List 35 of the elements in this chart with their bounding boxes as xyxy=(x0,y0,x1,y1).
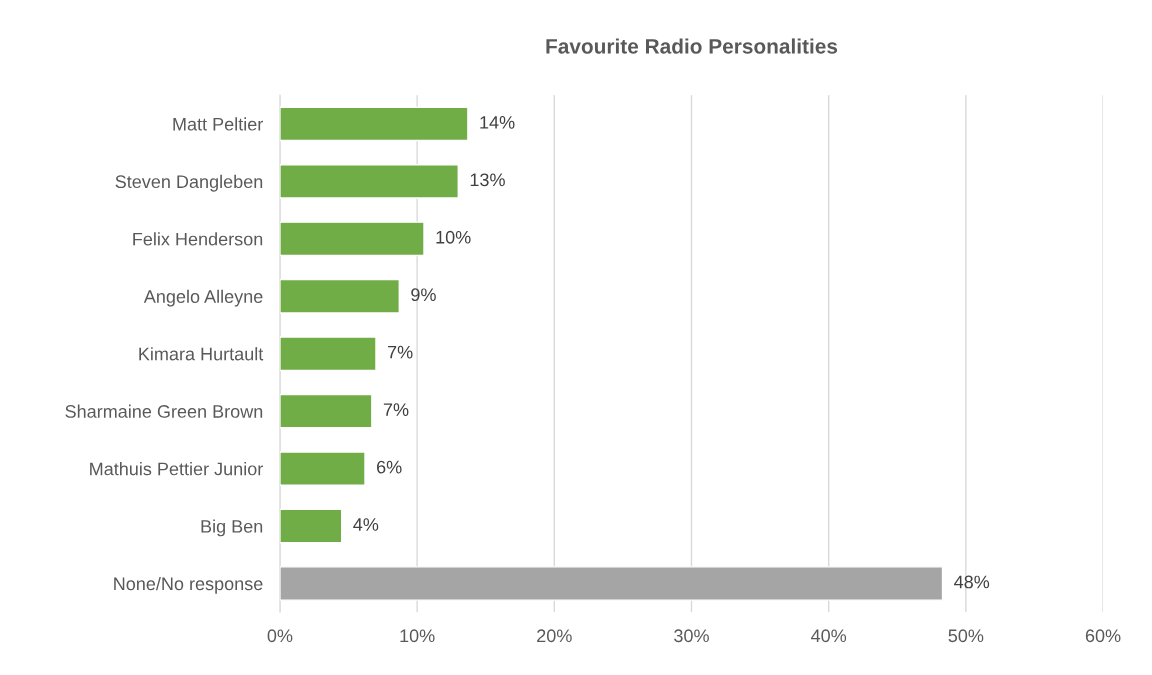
x-tick-label: 60% xyxy=(1085,629,1121,643)
data-label: 9% xyxy=(411,288,436,302)
y-tick-label: Mathuis Pettier Junior xyxy=(90,462,263,476)
x-tick-label: 30% xyxy=(674,629,709,643)
bar xyxy=(279,451,366,486)
data-label: 48% xyxy=(954,575,990,589)
bar xyxy=(279,278,400,314)
y-tick-label: Matt Peltier xyxy=(173,117,263,131)
chart-title: Favourite Radio Personalities xyxy=(546,38,838,54)
bar xyxy=(279,566,944,601)
bar xyxy=(279,336,377,372)
y-tick-label: Sharmaine Green Brown xyxy=(65,404,263,418)
x-tick-label: 40% xyxy=(811,629,847,643)
y-tick-label: Felix Henderson xyxy=(133,232,263,246)
y-tick-label: Steven Dangleben xyxy=(115,174,263,192)
data-label: 6% xyxy=(377,460,402,474)
bar xyxy=(279,393,373,429)
x-tick-label: 50% xyxy=(948,629,984,643)
data-label: 7% xyxy=(388,345,413,359)
bar xyxy=(279,221,425,257)
y-tick-label: Big Ben xyxy=(201,519,263,537)
data-label: 4% xyxy=(353,518,379,531)
data-label: 10% xyxy=(436,230,471,244)
y-tick-label: None/No response xyxy=(114,576,263,594)
y-tick-label: Kimara Hurtault xyxy=(139,347,264,361)
bar xyxy=(279,163,459,199)
y-tick-label: Angelo Alleyne xyxy=(143,289,263,307)
bar xyxy=(279,106,469,142)
x-tick-label: 0% xyxy=(267,629,293,643)
x-tick-label: 20% xyxy=(537,629,572,643)
data-label: 7% xyxy=(383,403,409,416)
bar xyxy=(279,508,343,544)
data-label: 13% xyxy=(470,173,505,187)
data-label: 14% xyxy=(480,116,515,129)
x-tick-label: 10% xyxy=(400,629,435,643)
